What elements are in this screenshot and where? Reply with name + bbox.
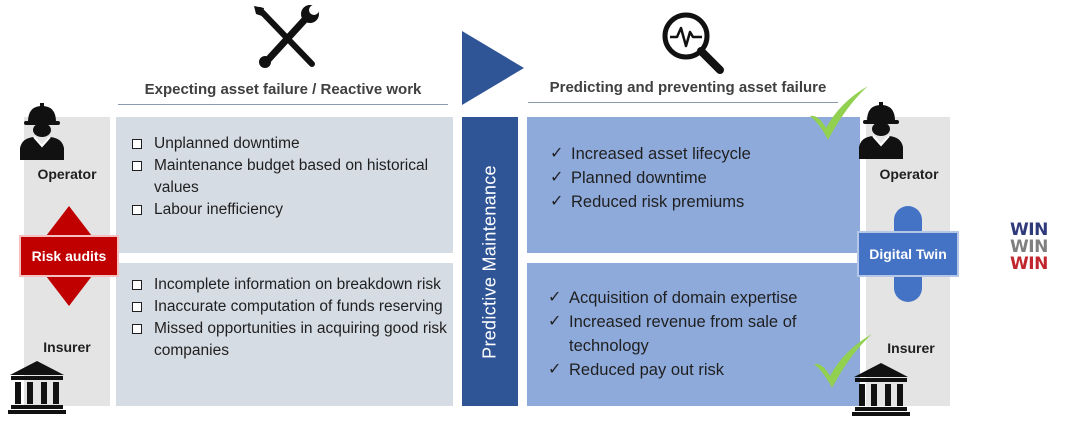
list-item: Reduced risk premiums — [541, 190, 841, 214]
win-win-win-badge: WIN WIN WIN — [1010, 222, 1066, 273]
right-top-panel: Increased asset lifecycle Planned downti… — [527, 117, 860, 253]
right-bottom-panel: Acquisition of domain expertise Increase… — [527, 263, 860, 406]
magnifier-pulse-icon — [660, 10, 724, 74]
list-item: Inaccurate computation of funds reservin… — [124, 296, 449, 318]
list-item: Planned downtime — [541, 166, 841, 190]
right-heading-underline — [528, 102, 838, 103]
list-item: Unplanned downtime — [124, 133, 444, 155]
left-top-list: Unplanned downtime Maintenance budget ba… — [124, 133, 444, 221]
left-top-panel: Unplanned downtime Maintenance budget ba… — [116, 117, 453, 253]
transition-arrow — [462, 31, 524, 105]
left-bottom-panel: Incomplete information on breakdown risk… — [116, 263, 453, 406]
left-insurer-label: Insurer — [43, 339, 91, 355]
left-heading-underline — [118, 104, 448, 105]
list-item: Acquisition of domain expertise — [539, 286, 839, 310]
digital-twin-badge: Digital Twin — [869, 246, 947, 262]
operator-worker-icon — [855, 101, 907, 159]
risk-audits-arrow — [18, 206, 120, 306]
list-item: Maintenance budget based on historical v… — [124, 155, 444, 199]
list-item: Increased asset lifecycle — [541, 142, 841, 166]
digital-twin-shape — [856, 206, 960, 302]
operator-worker-icon — [16, 102, 68, 160]
left-heading: Expecting asset failure / Reactive work — [144, 81, 422, 98]
list-item: Reduced pay out risk — [539, 358, 839, 382]
right-heading: Predicting and preventing asset failure — [549, 79, 827, 96]
wrench-screwdriver-icon — [252, 4, 320, 70]
left-bottom-list: Incomplete information on breakdown risk… — [124, 274, 449, 362]
bank-building-icon — [852, 362, 910, 416]
check-mark-icon — [806, 84, 870, 142]
list-item: Missed opportunities in acquiring good r… — [124, 318, 449, 362]
win-line-1: WIN — [1010, 220, 1048, 240]
left-operator-label: Operator — [37, 166, 97, 182]
win-line-3: WIN — [1010, 254, 1048, 274]
check-mark-icon — [810, 332, 874, 390]
right-insurer-label: Insurer — [887, 340, 935, 356]
list-item: Labour inefficiency — [124, 199, 444, 221]
right-bottom-list: Acquisition of domain expertise Increase… — [539, 286, 839, 382]
bank-building-icon — [8, 360, 66, 414]
list-item: Incomplete information on breakdown risk — [124, 274, 449, 296]
win-line-2: WIN — [1010, 237, 1048, 257]
predictive-maintenance-label: Predictive Maintenance — [479, 164, 500, 359]
risk-audits-badge: Risk audits — [31, 248, 107, 264]
right-operator-label: Operator — [879, 166, 939, 182]
predictive-maintenance-bar: Predictive Maintenance — [462, 117, 518, 406]
right-top-list: Increased asset lifecycle Planned downti… — [541, 142, 841, 214]
list-item: Increased revenue from sale of technolog… — [539, 310, 839, 358]
